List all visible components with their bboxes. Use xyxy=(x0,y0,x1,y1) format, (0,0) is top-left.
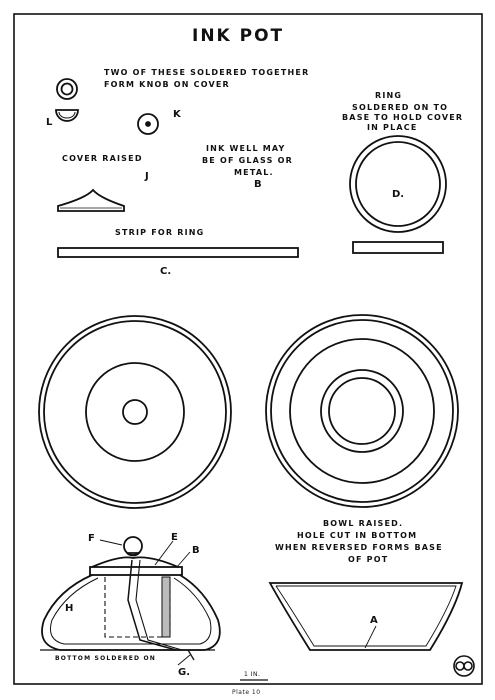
scale-label: 1 IN. xyxy=(244,671,261,678)
cover-note: COVER RAISED xyxy=(62,154,143,163)
letter-k: K xyxy=(173,109,181,120)
base-plan xyxy=(265,314,459,508)
knob-part-l xyxy=(55,78,79,122)
letter-h: H xyxy=(65,603,74,614)
letter-b-section: B xyxy=(192,545,200,556)
strip-note: STRIP FOR RING xyxy=(115,228,205,237)
ring-d xyxy=(349,135,447,233)
plate-border xyxy=(13,13,483,685)
knob-part-k xyxy=(137,113,159,135)
monogram-icon xyxy=(453,655,475,677)
ink-well-note-line-1: INK WELL MAY xyxy=(206,144,286,153)
knob-note-line-1: TWO OF THESE SOLDERED TOGETHER xyxy=(104,68,310,77)
ink-well-note-line-3: METAL. xyxy=(234,168,274,177)
letter-a: A xyxy=(370,615,378,626)
bottom-note: BOTTOM SOLDERED ON xyxy=(55,655,156,662)
letter-e: E xyxy=(171,532,178,543)
raised-bowl-a xyxy=(268,582,464,651)
raised-cover-j xyxy=(57,188,125,212)
plate-caption: Plate 10 xyxy=(232,689,261,696)
letter-b-ink-well: B xyxy=(254,179,262,190)
leader-lines xyxy=(99,539,377,666)
bowl-note-line-2: HOLE CUT IN BOTTOM xyxy=(297,531,418,540)
letter-f: F xyxy=(88,533,95,544)
ring-note-line-2: SOLDERED ON TO xyxy=(352,103,449,112)
ink-well-note-line-2: BE OF GLASS OR xyxy=(202,156,293,165)
ring-strip-c xyxy=(57,247,299,258)
assembled-ink-pot-section xyxy=(40,536,221,661)
ring-note-line-3: BASE TO HOLD COVER xyxy=(342,113,464,122)
bowl-note-line-3: WHEN REVERSED FORMS BASE xyxy=(275,543,443,552)
letter-d: D. xyxy=(392,189,405,200)
letter-j: J xyxy=(145,171,149,182)
bowl-note-line-4: OF POT xyxy=(348,555,389,564)
letter-c: C. xyxy=(160,266,172,277)
letter-l: L xyxy=(46,117,53,128)
letter-g: G. xyxy=(178,667,191,678)
ring-side-view xyxy=(352,241,444,254)
diagram-title: INK POT xyxy=(192,26,285,46)
cover-plan xyxy=(38,315,232,509)
bowl-note-line-1: BOWL RAISED. xyxy=(323,519,404,528)
ring-note-line-1: RING xyxy=(375,91,403,100)
knob-note-line-2: FORM KNOB ON COVER xyxy=(104,80,230,89)
ring-note-line-4: IN PLACE xyxy=(367,123,418,132)
